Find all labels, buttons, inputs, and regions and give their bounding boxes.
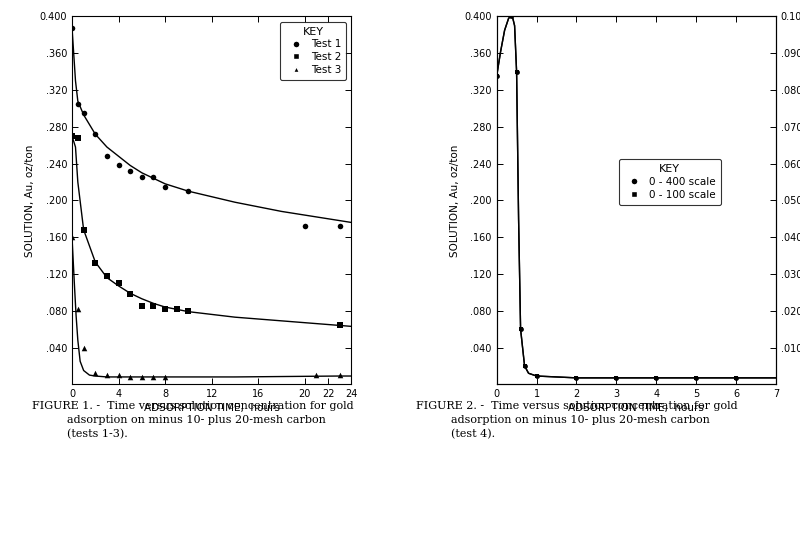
Point <box>510 67 523 76</box>
Point <box>530 372 543 380</box>
Point <box>514 324 527 333</box>
Point <box>530 372 543 380</box>
Point <box>101 371 114 379</box>
Text: FIGURE 2. -  Time versus solution concentration for gold
          adsorption on: FIGURE 2. - Time versus solution concent… <box>416 401 738 439</box>
Point <box>650 373 662 382</box>
Point <box>182 306 195 315</box>
Point <box>89 259 102 267</box>
Point <box>310 371 323 379</box>
Point <box>158 182 171 191</box>
X-axis label: ADSORPTION TIME,  hours: ADSORPTION TIME, hours <box>568 404 704 413</box>
Point <box>334 371 346 379</box>
Point <box>334 320 346 329</box>
Point <box>135 173 148 182</box>
Point <box>610 373 622 382</box>
Point <box>124 373 137 382</box>
Point <box>730 373 742 382</box>
Point <box>101 271 114 280</box>
Point <box>147 373 160 382</box>
Point <box>490 72 503 81</box>
Point <box>124 166 137 175</box>
Point <box>690 373 702 382</box>
Point <box>510 67 523 76</box>
Legend: 0 - 400 scale, 0 - 100 scale: 0 - 400 scale, 0 - 100 scale <box>619 159 721 205</box>
Point <box>158 305 171 313</box>
Y-axis label: SOLUTION, Au, oz/ton: SOLUTION, Au, oz/ton <box>450 144 460 256</box>
Point <box>89 130 102 138</box>
Point <box>124 290 137 299</box>
Point <box>112 161 125 170</box>
Legend: Test 1, Test 2, Test 3: Test 1, Test 2, Test 3 <box>280 21 346 80</box>
Point <box>158 373 171 382</box>
Point <box>650 373 662 382</box>
Point <box>504 12 517 21</box>
Point <box>490 72 503 81</box>
Point <box>71 133 84 142</box>
Point <box>89 369 102 378</box>
Point <box>71 99 84 108</box>
Point <box>147 173 160 182</box>
Point <box>71 305 84 313</box>
Y-axis label: SOLUTION, Au, oz/ton: SOLUTION, Au, oz/ton <box>26 144 35 256</box>
Point <box>570 373 583 382</box>
Point <box>570 373 583 382</box>
Point <box>334 222 346 231</box>
Point <box>66 132 78 141</box>
X-axis label: ADSORPTION TIME,  hours: ADSORPTION TIME, hours <box>144 404 280 413</box>
Point <box>135 373 148 382</box>
Point <box>78 226 90 234</box>
Point <box>66 233 78 242</box>
Point <box>101 152 114 161</box>
Point <box>298 222 311 231</box>
Point <box>518 361 531 370</box>
Point <box>182 187 195 195</box>
Point <box>514 324 527 333</box>
Point <box>66 23 78 32</box>
Point <box>690 373 702 382</box>
Point <box>610 373 622 382</box>
Point <box>78 109 90 117</box>
Point <box>112 371 125 379</box>
Point <box>112 279 125 288</box>
Point <box>504 12 517 21</box>
Point <box>518 361 531 370</box>
Point <box>170 305 183 313</box>
Point <box>730 373 742 382</box>
Point <box>135 302 148 311</box>
Point <box>147 302 160 311</box>
Text: FIGURE 1. -  Time versus solution concentration for gold
          adsorption on: FIGURE 1. - Time versus solution concent… <box>32 401 354 439</box>
Point <box>78 343 90 352</box>
